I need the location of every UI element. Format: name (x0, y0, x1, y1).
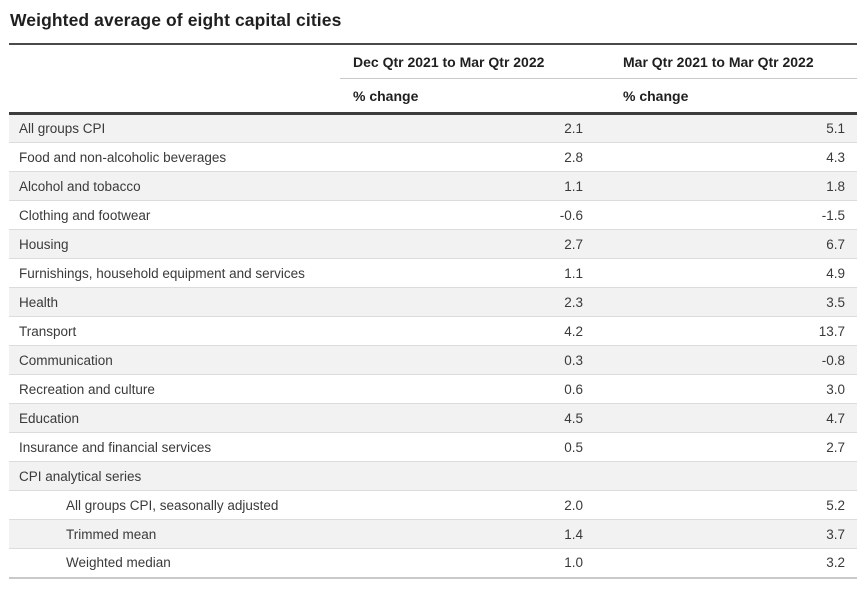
table-row: Food and non-alcoholic beverages 2.8 4.3 (9, 143, 857, 172)
table-row: Education 4.5 4.7 (9, 403, 857, 433)
row-value: 4.7 (826, 410, 845, 426)
table-header: Dec Qtr 2021 to Mar Qtr 2022 Mar Qtr 202… (9, 44, 857, 115)
row-value: 1.0 (564, 555, 583, 571)
table-row: Housing 2.7 6.7 (9, 229, 857, 259)
table-row: Health 2.3 3.5 (9, 287, 857, 317)
page-title: Weighted average of eight capital cities (10, 10, 342, 30)
row-value: 1.4 (564, 526, 583, 542)
row-label: Alcohol and tobacco (19, 178, 141, 194)
row-value (595, 462, 857, 491)
unit-label-col1: % change (340, 78, 595, 115)
row-value: 5.2 (826, 497, 845, 513)
table-row: Recreation and culture 0.6 3.0 (9, 375, 857, 404)
row-value: 1.1 (564, 178, 583, 194)
row-value: -0.6 (559, 207, 583, 223)
row-value: 3.0 (826, 381, 845, 397)
row-label: Trimmed mean (66, 526, 157, 542)
row-value (340, 462, 595, 491)
row-label: Weighted median (66, 555, 171, 571)
row-value: -1.5 (821, 207, 845, 223)
row-value: 2.7 (564, 236, 583, 252)
row-label: Health (19, 294, 59, 310)
row-label: CPI analytical series (19, 468, 142, 484)
row-value: 2.3 (564, 294, 583, 310)
row-value: 3.2 (826, 555, 845, 571)
table-row: Alcohol and tobacco 1.1 1.8 (9, 171, 857, 201)
column-header-dec-qtr: Dec Qtr 2021 to Mar Qtr 2022 (340, 44, 595, 79)
row-value: 2.7 (826, 439, 845, 455)
unit-header-row: % change % change (9, 78, 857, 115)
row-value: 5.1 (826, 121, 845, 136)
row-label: All groups CPI, seasonally adjusted (66, 497, 279, 513)
row-label: Housing (19, 236, 69, 252)
cpi-table-section: Weighted average of eight capital cities… (9, 0, 857, 579)
row-value: 4.9 (826, 265, 845, 281)
row-value: 2.8 (564, 149, 583, 165)
table-row: Transport 4.2 13.7 (9, 317, 857, 346)
row-value: 4.5 (564, 410, 583, 426)
table-row: Furnishings, household equipment and ser… (9, 259, 857, 288)
table-row: Communication 0.3 -0.8 (9, 345, 857, 375)
row-value: 4.3 (826, 149, 845, 165)
table-row: Trimmed mean 1.4 3.7 (9, 519, 857, 549)
row-value: 0.5 (564, 439, 583, 455)
row-label: Furnishings, household equipment and ser… (19, 265, 305, 281)
empty-header-cell (9, 44, 340, 79)
empty-header-cell (9, 78, 340, 115)
row-value: 3.5 (826, 294, 845, 310)
row-value: 0.3 (564, 352, 583, 368)
column-header-mar-qtr: Mar Qtr 2021 to Mar Qtr 2022 (595, 44, 857, 79)
row-label: Education (19, 410, 80, 426)
table-body: All groups CPI 2.1 5.1 Food and non-alcohol… (9, 113, 857, 578)
table-row: Insurance and financial services 0.5 2.7 (9, 433, 857, 462)
table-row: All groups CPI, seasonally adjusted 2.0 5.… (9, 491, 857, 520)
row-label: Insurance and financial services (19, 439, 212, 455)
unit-label-col2: % change (595, 78, 857, 115)
row-value: 1.8 (826, 178, 845, 194)
row-value: -0.8 (821, 352, 845, 368)
row-value: 0.6 (564, 381, 583, 397)
table-row: All groups CPI 2.1 5.1 (9, 113, 857, 143)
row-label: Recreation and culture (19, 381, 155, 397)
row-label: All groups CPI (19, 121, 106, 136)
row-label: Clothing and footwear (19, 207, 151, 223)
row-value: 1.1 (564, 265, 583, 281)
row-value: 4.2 (564, 323, 583, 339)
cpi-data-table: Dec Qtr 2021 to Mar Qtr 2022 Mar Qtr 202… (9, 43, 857, 579)
table-row: Clothing and footwear -0.6 -1.5 (9, 201, 857, 230)
row-value: 13.7 (818, 323, 845, 339)
row-value: 6.7 (826, 236, 845, 252)
table-row: CPI analytical series (9, 461, 857, 491)
period-header-row: Dec Qtr 2021 to Mar Qtr 2022 Mar Qtr 202… (9, 44, 857, 79)
row-label: Communication (19, 352, 113, 368)
row-value: 2.0 (564, 497, 583, 513)
row-value: 2.1 (564, 121, 583, 136)
row-label: Transport (19, 323, 77, 339)
row-value: 3.7 (826, 526, 845, 542)
table-row: Weighted median 1.0 3.2 (9, 549, 857, 578)
row-label: Food and non-alcoholic beverages (19, 149, 227, 165)
